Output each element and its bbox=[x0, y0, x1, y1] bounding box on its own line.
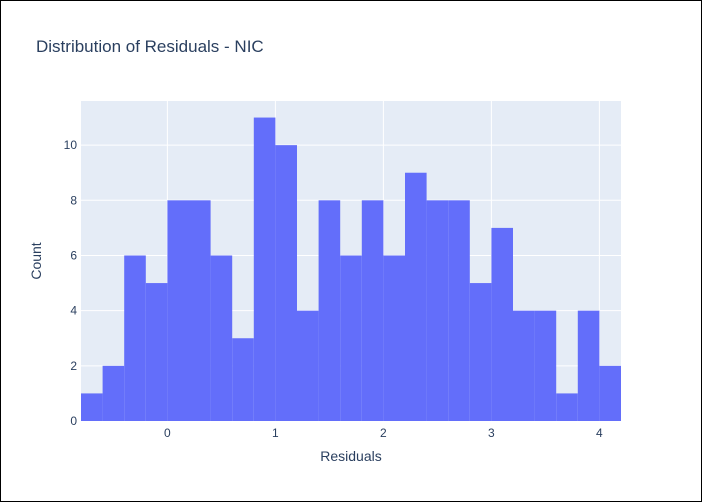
histogram-bar[interactable] bbox=[361, 200, 384, 421]
y-tick-label: 6 bbox=[70, 248, 77, 262]
x-tick-label: 0 bbox=[164, 426, 171, 440]
histogram-bar[interactable] bbox=[232, 338, 254, 421]
histogram-bar[interactable] bbox=[275, 145, 297, 421]
histogram-bar[interactable] bbox=[210, 255, 233, 421]
histogram-bar[interactable] bbox=[513, 310, 535, 421]
bars-group bbox=[81, 117, 621, 421]
y-axis-label: Count bbox=[28, 242, 44, 279]
chart-title: Distribution of Residuals - NIC bbox=[36, 37, 264, 56]
histogram-bar[interactable] bbox=[491, 227, 513, 421]
histogram-bar[interactable] bbox=[469, 283, 492, 421]
histogram-bar[interactable] bbox=[534, 310, 557, 421]
y-tick-label: 10 bbox=[64, 138, 78, 152]
histogram-bar[interactable] bbox=[145, 283, 168, 421]
histogram-bar[interactable] bbox=[124, 255, 146, 421]
histogram-bar[interactable] bbox=[189, 200, 211, 421]
x-tick-label: 3 bbox=[488, 426, 495, 440]
histogram-bar[interactable] bbox=[426, 200, 449, 421]
histogram-bar[interactable] bbox=[556, 393, 578, 421]
y-tick-labels: 0 2 4 6 8 10 bbox=[64, 138, 78, 428]
y-tick-label: 0 bbox=[70, 414, 77, 428]
x-tick-labels: 0 1 2 3 4 bbox=[164, 426, 603, 440]
histogram-bar[interactable] bbox=[102, 365, 125, 421]
x-tick-label: 2 bbox=[380, 426, 387, 440]
histogram-bar[interactable] bbox=[318, 200, 341, 421]
x-tick-label: 4 bbox=[596, 426, 603, 440]
histogram-bar[interactable] bbox=[297, 310, 319, 421]
histogram-bar[interactable] bbox=[405, 172, 427, 421]
x-axis-label: Residuals bbox=[320, 448, 381, 464]
histogram-bar[interactable] bbox=[448, 200, 470, 421]
histogram-bar[interactable] bbox=[253, 117, 276, 421]
histogram-bar[interactable] bbox=[340, 255, 362, 421]
histogram-bar[interactable] bbox=[577, 310, 600, 421]
y-tick-label: 2 bbox=[70, 359, 77, 373]
y-tick-label: 4 bbox=[70, 304, 77, 318]
histogram-bar[interactable] bbox=[599, 365, 621, 421]
histogram-bar[interactable] bbox=[167, 200, 189, 421]
histogram-bar[interactable] bbox=[81, 393, 103, 421]
y-tick-label: 8 bbox=[70, 193, 77, 207]
histogram-bar[interactable] bbox=[383, 255, 405, 421]
x-tick-label: 1 bbox=[272, 426, 279, 440]
